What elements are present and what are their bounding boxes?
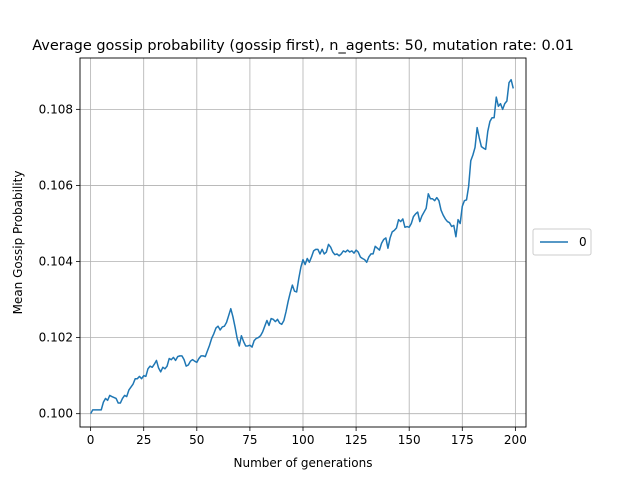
y-tick-label: 0.104 <box>39 255 73 269</box>
y-tick-label: 0.102 <box>39 331 73 345</box>
series-line <box>89 78 514 415</box>
x-tick-label: 25 <box>136 433 151 447</box>
x-tick-label: 125 <box>345 433 368 447</box>
y-tick-label: 0.100 <box>39 407 73 421</box>
x-tick-label: 75 <box>242 433 257 447</box>
x-axis-label: Number of generations <box>234 456 373 470</box>
x-tick-label: 100 <box>292 433 315 447</box>
chart-title: Average gossip probability (gossip first… <box>32 38 574 54</box>
legend-label: 0 <box>579 235 587 249</box>
x-tick-label: 0 <box>87 433 95 447</box>
legend: 0 <box>532 228 592 256</box>
x-tick-label: 200 <box>504 433 527 447</box>
series-lines <box>89 78 514 415</box>
y-axis-label: Mean Gossip Probability <box>11 171 25 315</box>
x-ticks: 0 25 50 75 100 125 150 175 200 <box>87 427 527 447</box>
x-tick-label: 150 <box>398 433 421 447</box>
y-tick-label: 0.108 <box>39 102 73 116</box>
y-ticks: 0.100 0.102 0.104 0.106 0.108 <box>39 102 80 421</box>
y-tick-label: 0.106 <box>39 178 73 192</box>
x-tick-label: 50 <box>189 433 204 447</box>
grid-lines <box>80 58 526 427</box>
x-tick-label: 175 <box>451 433 474 447</box>
